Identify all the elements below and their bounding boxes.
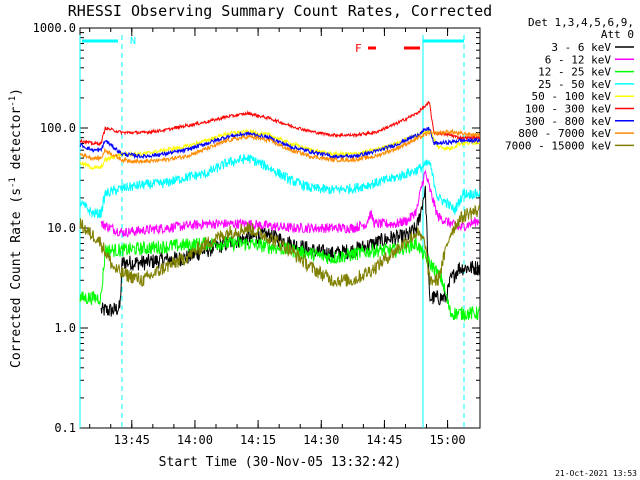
legend-label: 300 - 800 keV <box>525 115 611 128</box>
legend-label: 12 - 25 keV <box>538 66 611 79</box>
y-axis-label: Corrected Count Rate (s-1 detector-1) <box>8 88 24 368</box>
legend-label: 25 - 50 keV <box>538 78 611 91</box>
night-label: N <box>130 36 136 47</box>
timestamp: 21-Oct-2021 13:53 <box>555 469 637 478</box>
series-line <box>100 169 480 238</box>
y-tick-label: 1000.0 <box>33 21 76 35</box>
legend-label: 100 - 300 keV <box>525 103 611 116</box>
legend-label: 50 - 100 keV <box>532 90 612 103</box>
x-tick-label: 14:00 <box>177 433 213 447</box>
x-tick-label: 14:30 <box>303 433 339 447</box>
legend-label: 7000 - 15000 keV <box>505 139 611 152</box>
series-line <box>79 100 481 147</box>
night-markers: N <box>79 35 465 428</box>
legend-header-line-2: Att 0 <box>601 28 634 41</box>
legend-label: 800 - 7000 keV <box>518 127 611 140</box>
y-axis: 0.1 1.0 10.0 100.0 1000.0 <box>33 21 480 435</box>
series-line <box>79 153 481 219</box>
x-tick-label: 15:00 <box>430 433 466 447</box>
legend-label: 6 - 12 keV <box>545 53 612 66</box>
series-line <box>79 128 481 165</box>
x-tick-label: 14:15 <box>240 433 276 447</box>
y-tick-label: 1.0 <box>54 321 76 335</box>
series-line <box>79 204 481 287</box>
legend-label: 3 - 6 keV <box>551 41 611 54</box>
series-layer <box>79 100 481 322</box>
y-tick-label: 10.0 <box>47 221 76 235</box>
x-tick-label: 14:45 <box>366 433 402 447</box>
x-tick-label: 13:45 <box>114 433 150 447</box>
flare-label: F <box>355 42 362 55</box>
legend-header-line-1: Det 1,3,4,5,6,9, <box>528 16 634 29</box>
flare-markers: F <box>355 42 420 55</box>
x-axis: 13:45 14:00 14:15 14:30 14:45 15:00 <box>89 28 466 447</box>
series-line <box>79 235 481 322</box>
series-line <box>79 126 481 160</box>
y-tick-label: 100.0 <box>40 121 76 135</box>
x-axis-label: Start Time (30-Nov-05 13:32:42) <box>159 455 402 470</box>
y-tick-label: 0.1 <box>54 421 76 435</box>
chart-title: RHESSI Observing Summary Count Rates, Co… <box>68 2 492 20</box>
